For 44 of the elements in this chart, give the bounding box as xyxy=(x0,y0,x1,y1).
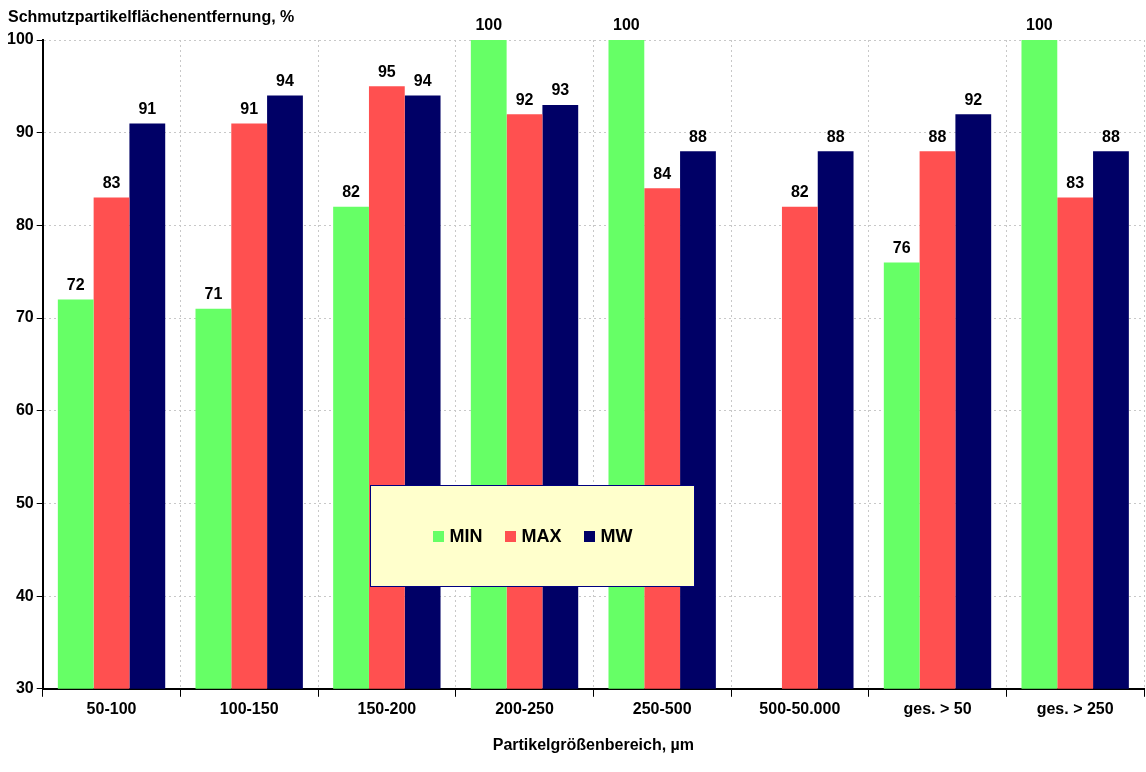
y-axis-title: Schmutzpartikelflächenentfernung, % xyxy=(8,8,295,26)
x-tick-label: 50-100 xyxy=(86,699,137,717)
data-label: 94 xyxy=(413,72,432,90)
x-tick-label: 150-200 xyxy=(357,699,417,717)
data-label: 95 xyxy=(377,62,396,80)
data-label: 84 xyxy=(653,164,672,182)
data-label: 91 xyxy=(138,99,157,117)
data-label: 94 xyxy=(276,72,294,90)
data-label: 76 xyxy=(892,238,911,256)
x-axis-title: Partikelgrößenbereich, µm xyxy=(492,736,694,754)
x-tick-label: 250-500 xyxy=(632,699,692,717)
data-label: 88 xyxy=(826,127,845,145)
data-label: 88 xyxy=(1102,127,1120,145)
data-label: 88 xyxy=(689,127,707,145)
y-tick-label: 100 xyxy=(6,30,34,48)
legend-label: MIN xyxy=(449,525,483,547)
x-tick-label: ges. > 50 xyxy=(903,699,972,717)
data-label: 82 xyxy=(790,183,809,201)
data-label: 91 xyxy=(240,99,259,117)
data-label: 100 xyxy=(1026,16,1053,34)
data-label: 100 xyxy=(613,16,640,34)
data-label: 72 xyxy=(66,275,85,293)
y-tick-label: 80 xyxy=(15,215,34,233)
data-label: 83 xyxy=(1066,173,1085,191)
data-label: 100 xyxy=(475,16,503,34)
data-label: 88 xyxy=(928,127,947,145)
data-label: 83 xyxy=(102,173,121,191)
x-tick-label: 100-150 xyxy=(219,699,279,717)
legend-label: MAX xyxy=(521,525,562,547)
y-tick-label: 70 xyxy=(15,308,34,326)
data-label: 82 xyxy=(342,183,361,201)
x-tick-label: 500-50.000 xyxy=(759,699,841,717)
data-label: 92 xyxy=(964,90,983,108)
legend-label: MW xyxy=(600,525,633,547)
data-label: 92 xyxy=(515,90,534,108)
y-tick-label: 50 xyxy=(15,493,34,511)
data-label: 93 xyxy=(551,81,570,99)
y-tick-label: 90 xyxy=(15,123,34,141)
x-tick-label: 200-250 xyxy=(495,699,554,717)
data-label: 71 xyxy=(204,285,223,303)
x-tick-label: ges. > 250 xyxy=(1036,699,1114,717)
y-tick-label: 60 xyxy=(15,401,34,419)
y-tick-label: 40 xyxy=(15,586,34,604)
y-tick-label: 30 xyxy=(15,679,34,697)
